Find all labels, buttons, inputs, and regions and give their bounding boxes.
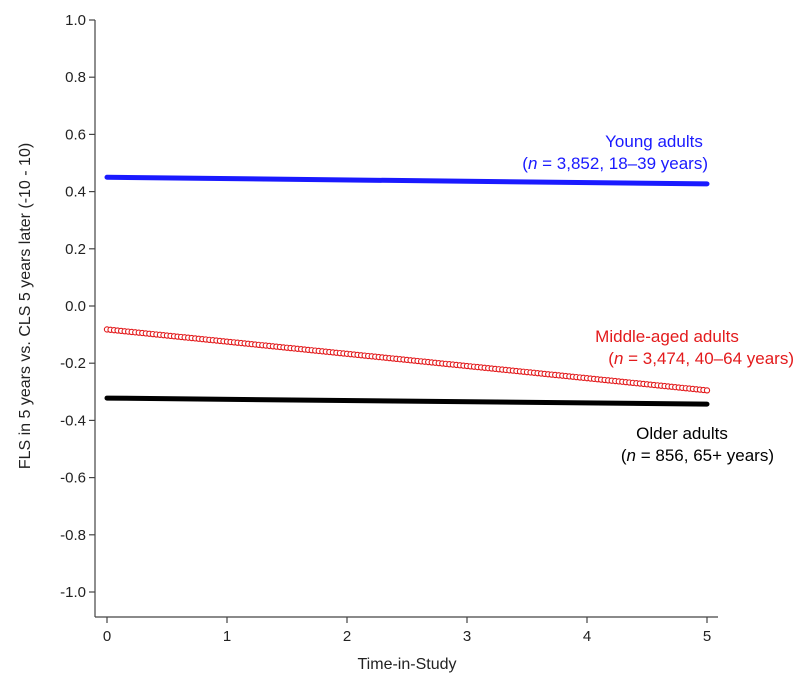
x-tick-label: 4: [583, 628, 591, 645]
y-tick-label: 0.0: [65, 298, 86, 315]
series-label-older: Older adults (n = 856, 65+ years): [621, 424, 774, 465]
series-point-middle: [703, 387, 711, 394]
y-tick-label: -0.4: [60, 412, 86, 429]
series-label-young: Young adults (n = 3,852, 18–39 years): [522, 132, 708, 173]
series-line-young: [104, 174, 710, 187]
y-tick-label: -0.6: [60, 470, 86, 487]
x-tick-label: 1: [223, 628, 231, 645]
x-axis-title: Time-in-Study: [358, 656, 457, 673]
series-label-middle: Middle-aged adults (n = 3,474, 40–64 yea…: [595, 327, 794, 368]
y-tick-label: -1.0: [60, 584, 86, 601]
series-label-older-name: Older adults: [636, 424, 728, 443]
series-label-middle-name: Middle-aged adults: [595, 327, 739, 346]
y-tick-label: 0.4: [65, 184, 86, 201]
series-lines: [103, 174, 711, 407]
series-line-middle: [103, 326, 711, 394]
y-tick-label: -0.8: [60, 527, 86, 544]
y-axis-title: FLS in 5 years vs. CLS 5 years later (-1…: [17, 143, 34, 469]
series-label-older-detail: (n = 856, 65+ years): [621, 446, 774, 465]
y-tick-label: 1.0: [65, 12, 86, 29]
series-label-young-name: Young adults: [605, 132, 703, 151]
y-tick-label: 0.8: [65, 69, 86, 86]
series-label-young-detail: (n = 3,852, 18–39 years): [522, 154, 708, 173]
y-tick-label: 0.2: [65, 241, 86, 258]
x-tick-label: 5: [703, 628, 711, 645]
series-line-older: [104, 395, 710, 407]
y-tick-label: -0.2: [60, 355, 86, 372]
y-tick-label: 0.6: [65, 126, 86, 143]
x-ticks: 0 1 2 3 4 5: [103, 617, 711, 645]
y-ticks: 1.0 0.8 0.6 0.4 0.2 0.0 -0.2 -0.4 -0.6 -0.8 -1.0: [60, 12, 95, 601]
x-tick-label: 0: [103, 628, 111, 645]
series-label-middle-detail: (n = 3,474, 40–64 years): [608, 349, 794, 368]
x-tick-label: 2: [343, 628, 351, 645]
axes: 1.0 0.8 0.6 0.4 0.2 0.0 -0.2 -0.4 -0.6 -0.8 -1.0 0…: [60, 12, 718, 645]
x-tick-label: 3: [463, 628, 471, 645]
